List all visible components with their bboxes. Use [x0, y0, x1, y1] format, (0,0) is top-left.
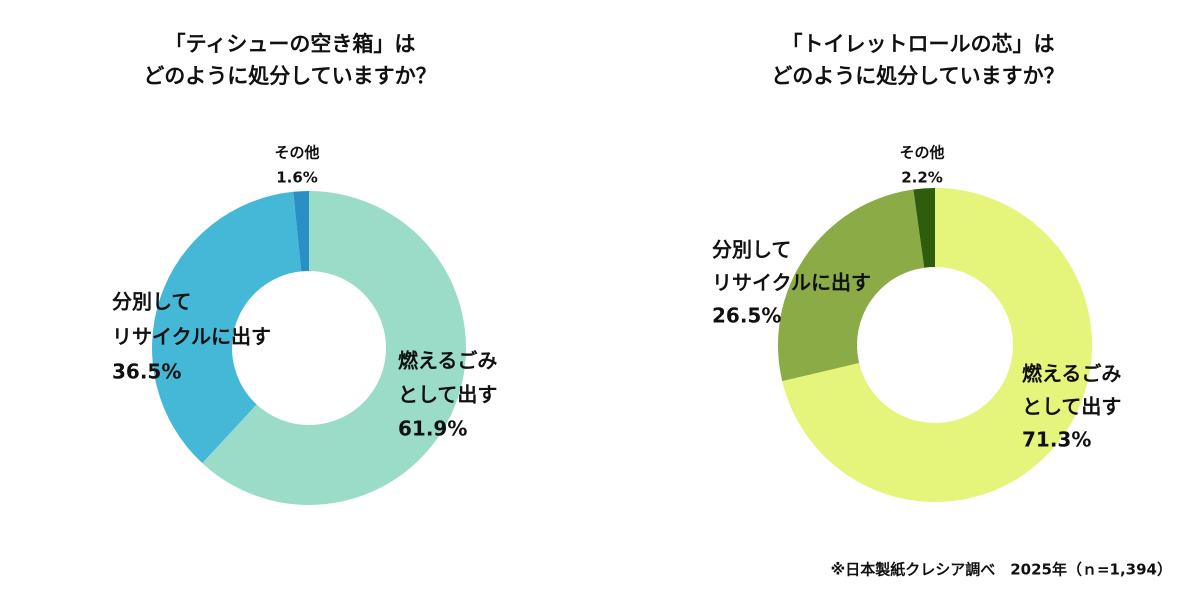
- chart-title: どのように処分していますか？: [143, 64, 436, 88]
- donut-segment: [782, 188, 1092, 502]
- value-label: 26.5%: [712, 304, 781, 328]
- donut-segment: [202, 191, 466, 506]
- value-label: 36.5%: [112, 360, 181, 384]
- chart-title: 「ティシューの空き箱」は: [165, 32, 416, 56]
- footnote: ※日本製紙クレシア調べ 2025年（ｎ=1,394）: [831, 561, 1172, 579]
- value-label: 2.2%: [901, 169, 943, 187]
- donut-segment: [151, 191, 302, 464]
- chart-title: どのように処分していますか？: [771, 64, 1064, 88]
- donut-segment: [778, 189, 925, 382]
- donut-segment: [913, 188, 935, 268]
- category-label: 分別して: [112, 290, 191, 314]
- value-label: 61.9%: [398, 417, 467, 441]
- donut-segment: [293, 191, 309, 272]
- category-label: リサイクルに出す: [112, 325, 271, 349]
- value-label: 1.6%: [276, 169, 318, 187]
- category-label: リサイクルに出す: [712, 271, 871, 295]
- category-label: 分別して: [712, 238, 791, 262]
- category-label: その他: [274, 144, 319, 162]
- category-label: その他: [899, 144, 944, 162]
- chart-title: 「トイレットロールの芯」は: [782, 32, 1055, 56]
- category-label: 燃えるごみ: [1022, 362, 1121, 386]
- category-label: として出す: [398, 383, 497, 407]
- category-label: として出す: [1022, 395, 1121, 419]
- value-label: 71.3%: [1022, 428, 1091, 452]
- category-label: 燃えるごみ: [398, 349, 497, 373]
